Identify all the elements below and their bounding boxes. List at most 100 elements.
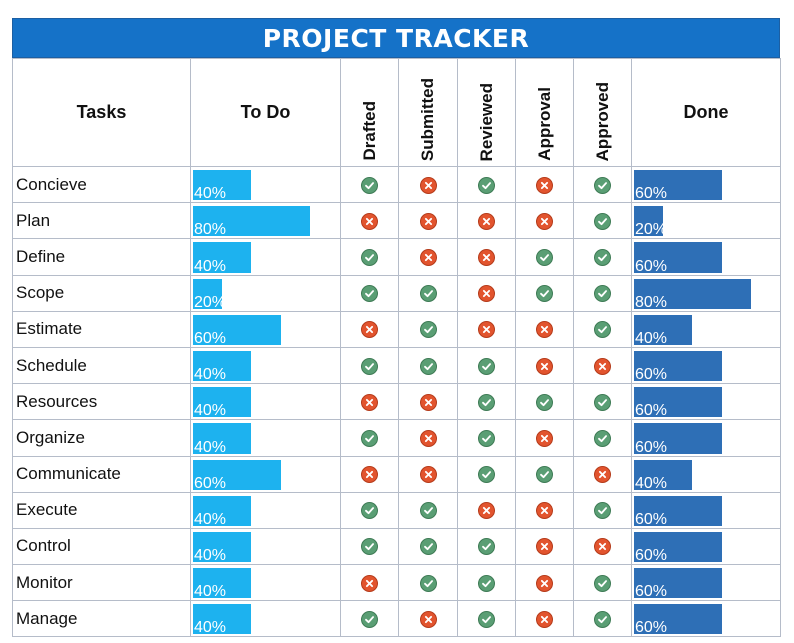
check-circle-icon (361, 610, 378, 628)
check-circle-icon (478, 357, 495, 375)
todo-cell: 60% (190, 455, 341, 493)
reviewed-status-cell (457, 419, 516, 457)
check-circle-icon (594, 321, 611, 339)
done-percent-label: 60% (635, 438, 668, 454)
todo-cell: 40% (190, 600, 341, 638)
table-row: Concieve 40% 60% (12, 165, 781, 204)
done-cell: 60% (631, 491, 781, 529)
check-circle-icon (536, 248, 553, 266)
todo-percent-label: 40% (194, 583, 227, 599)
check-circle-icon (594, 285, 611, 303)
col-header-submitted-label: Submitted (418, 77, 437, 161)
check-circle-icon (594, 574, 611, 592)
done-cell: 80% (631, 274, 781, 312)
submitted-status-cell (398, 346, 458, 385)
done-percent-label: 40% (635, 329, 668, 345)
todo-progress-bar: 40% (193, 568, 251, 599)
drafted-status-cell (340, 527, 399, 566)
reviewed-status-cell (457, 491, 516, 529)
approved-status-cell (573, 455, 632, 493)
todo-progress-bar: 40% (193, 531, 251, 563)
done-percent-label: 60% (635, 583, 668, 599)
submitted-status-cell (398, 564, 458, 602)
table-row: Communicate 60% 40% (12, 455, 781, 493)
approval-status-cell (515, 419, 574, 457)
approval-status-cell (515, 274, 574, 312)
submitted-status-cell (398, 419, 458, 457)
submitted-status-cell (398, 383, 458, 421)
done-cell: 20% (631, 202, 781, 240)
reviewed-status-cell (457, 455, 516, 493)
table-row: Execute 40% 60% (12, 491, 781, 529)
todo-progress-bar: 60% (193, 314, 281, 345)
check-circle-icon (594, 248, 611, 266)
done-percent-label: 60% (635, 510, 668, 526)
col-header-tasks: Tasks (12, 58, 191, 167)
task-name: Schedule (12, 346, 191, 385)
reviewed-status-cell (457, 238, 516, 276)
task-name: Manage (12, 600, 191, 638)
done-cell: 60% (631, 564, 781, 602)
task-name: Organize (12, 419, 191, 457)
tracker-body: Concieve40%60%Plan80%20%Define40%60%Scop… (12, 165, 781, 638)
approved-status-cell (573, 527, 632, 566)
todo-cell: 40% (190, 419, 341, 457)
task-name: Concieve (12, 165, 191, 204)
task-name: Resources (12, 383, 191, 421)
todo-percent-label: 40% (194, 619, 227, 635)
col-header-reviewed-label: Reviewed (476, 82, 496, 161)
cross-circle-icon (536, 574, 553, 592)
reviewed-status-cell (457, 600, 516, 638)
todo-cell: 40% (190, 527, 341, 566)
col-header-approved: Approved (573, 58, 632, 167)
cross-circle-icon (419, 610, 437, 628)
drafted-status-cell (340, 165, 399, 204)
drafted-status-cell (340, 419, 399, 457)
todo-cell: 40% (190, 383, 341, 421)
cross-circle-icon (478, 212, 495, 230)
submitted-status-cell (398, 274, 458, 312)
check-circle-icon (419, 321, 437, 339)
done-cell: 60% (631, 383, 781, 421)
cross-circle-icon (536, 538, 553, 556)
todo-percent-label: 60% (194, 474, 227, 490)
header-row: Tasks To Do Drafted Submitted Reviewed A… (12, 58, 781, 167)
cross-circle-icon (594, 357, 611, 375)
approval-status-cell (515, 455, 574, 493)
done-percent-label: 60% (635, 402, 668, 418)
check-circle-icon (478, 176, 495, 194)
check-circle-icon (594, 212, 611, 230)
col-header-done: Done (631, 58, 781, 167)
approved-status-cell (573, 274, 632, 312)
check-circle-icon (361, 248, 378, 266)
done-cell: 40% (631, 455, 781, 493)
cross-circle-icon (419, 429, 437, 447)
check-circle-icon (478, 538, 495, 556)
table-row: Control 40% 60% (12, 527, 781, 566)
cross-circle-icon (478, 321, 495, 339)
done-progress-bar: 60% (634, 604, 722, 635)
done-cell: 60% (631, 419, 781, 457)
cross-circle-icon (594, 538, 611, 556)
drafted-status-cell (340, 600, 399, 638)
done-progress-bar: 60% (634, 568, 722, 599)
cross-circle-icon (361, 466, 378, 484)
done-progress-bar: 60% (634, 242, 722, 273)
cross-circle-icon (594, 466, 611, 484)
todo-percent-label: 40% (194, 510, 227, 526)
done-cell: 60% (631, 165, 781, 204)
check-circle-icon (478, 393, 495, 411)
done-percent-label: 20% (635, 221, 663, 237)
todo-cell: 40% (190, 346, 341, 385)
col-header-submitted: Submitted (398, 58, 458, 167)
todo-cell: 80% (190, 202, 341, 240)
approved-status-cell (573, 383, 632, 421)
check-circle-icon (536, 466, 553, 484)
drafted-status-cell (340, 238, 399, 276)
todo-progress-bar: 40% (193, 495, 251, 526)
approval-status-cell (515, 346, 574, 385)
todo-percent-label: 20% (194, 293, 222, 309)
col-header-drafted-label: Drafted (359, 101, 379, 161)
task-name: Communicate (12, 455, 191, 493)
